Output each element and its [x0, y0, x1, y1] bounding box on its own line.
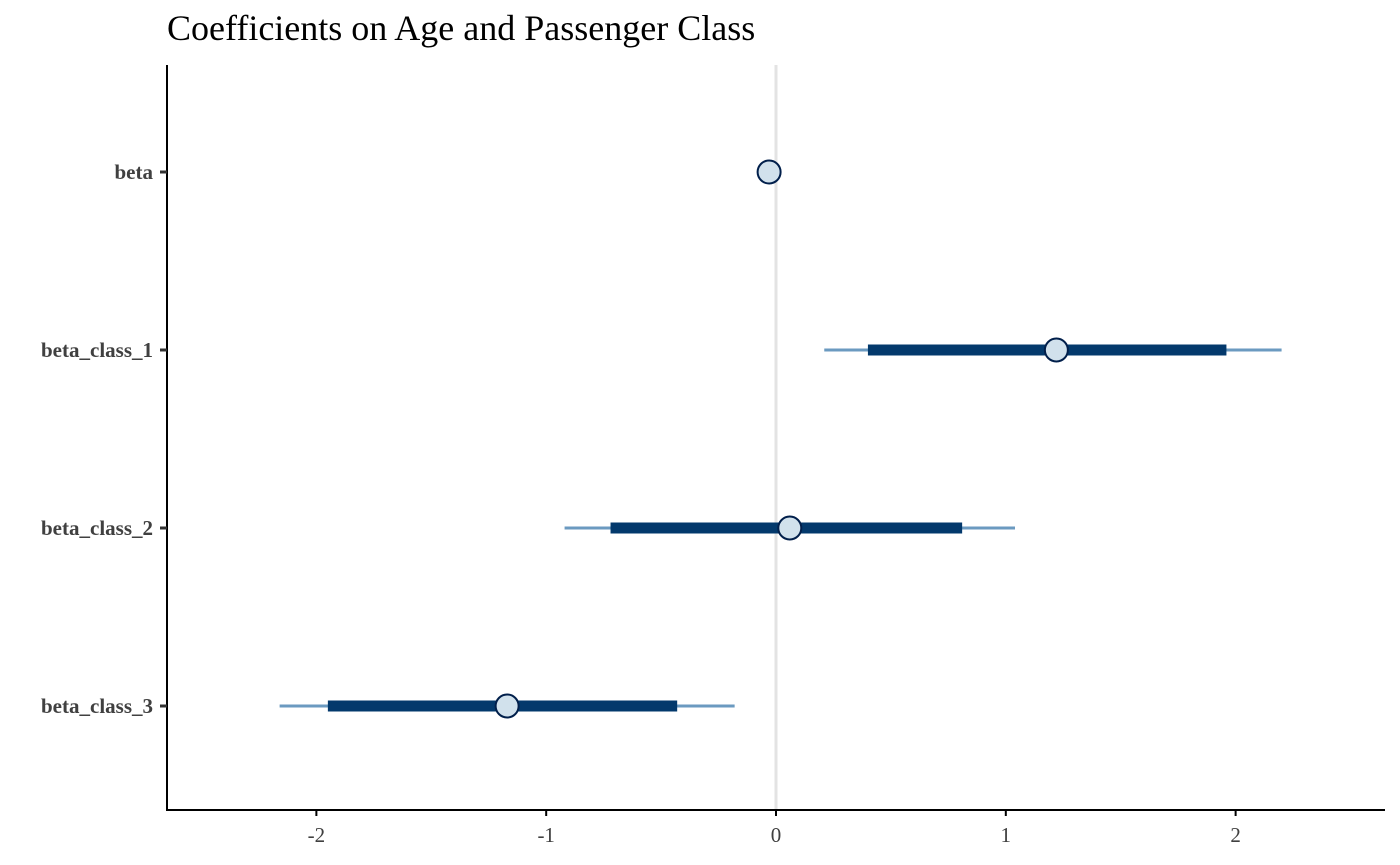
- y-tick-label: beta_class_1: [41, 338, 153, 362]
- x-tick-label: 1: [1001, 823, 1012, 847]
- median-point-beta_class_3: [494, 693, 520, 719]
- x-tick-label: -1: [537, 823, 555, 847]
- x-tick-label: 2: [1230, 823, 1241, 847]
- x-axis-ticks: -2 -1 0 1 2: [308, 810, 1241, 847]
- chart-title: Coefficients on Age and Passenger Class: [167, 8, 755, 48]
- y-axis-ticks: beta beta_class_1 beta_class_2 beta_class_3: [41, 160, 167, 718]
- interval-marks: [279, 159, 1282, 719]
- median-point-beta_class_2: [777, 515, 803, 541]
- median-point-beta: [756, 159, 782, 185]
- median-point-beta_class_1: [1043, 337, 1069, 363]
- x-tick-label: -2: [308, 823, 326, 847]
- y-tick-label: beta: [115, 160, 154, 184]
- y-tick-label: beta_class_3: [41, 694, 153, 718]
- y-tick-label: beta_class_2: [41, 516, 153, 540]
- x-tick-label: 0: [771, 823, 782, 847]
